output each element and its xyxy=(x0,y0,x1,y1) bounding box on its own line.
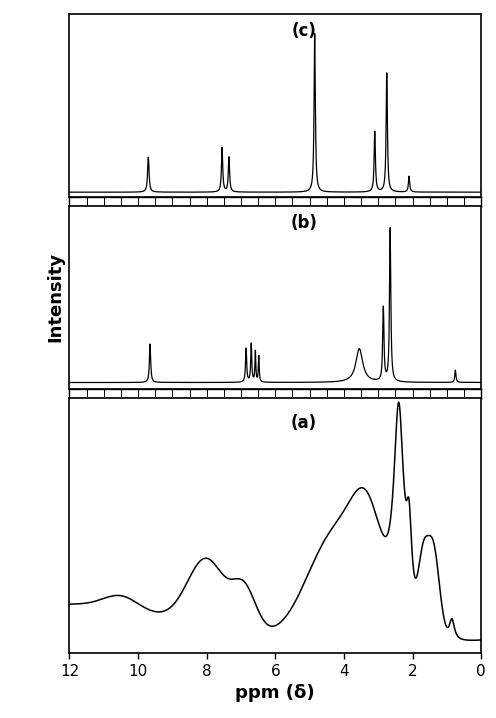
X-axis label: ppm (δ): ppm (δ) xyxy=(236,684,315,702)
Text: (a): (a) xyxy=(291,414,317,432)
Y-axis label: Intensity: Intensity xyxy=(46,252,64,342)
Text: (b): (b) xyxy=(291,214,317,232)
Text: (c): (c) xyxy=(292,22,316,40)
